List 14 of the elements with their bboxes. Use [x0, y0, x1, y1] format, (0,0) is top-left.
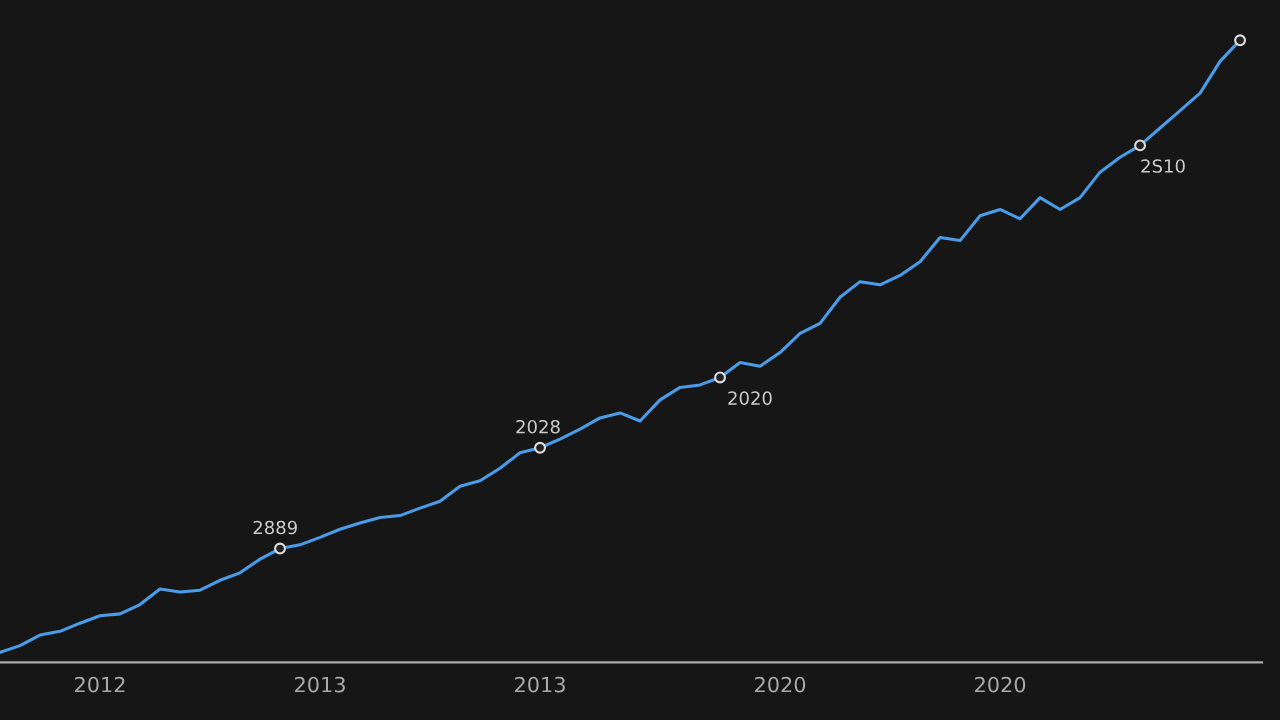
- point: [274, 542, 286, 555]
- annotation: 2028: [516, 419, 560, 434]
- x-tick-label: 2020: [975, 676, 1026, 693]
- point: [714, 371, 726, 384]
- annotation: 2020: [728, 391, 772, 405]
- x-tick-label: 2020: [755, 676, 806, 693]
- point: [1234, 34, 1247, 47]
- point: [534, 441, 546, 454]
- point: [1134, 139, 1147, 152]
- x-tick-label: 2012: [75, 676, 125, 693]
- annotation: 2S10: [1141, 159, 1185, 173]
- annotation: 2889: [253, 520, 297, 535]
- x-tick-label: 2013: [515, 676, 565, 693]
- x-tick-label: 2013: [295, 676, 345, 693]
